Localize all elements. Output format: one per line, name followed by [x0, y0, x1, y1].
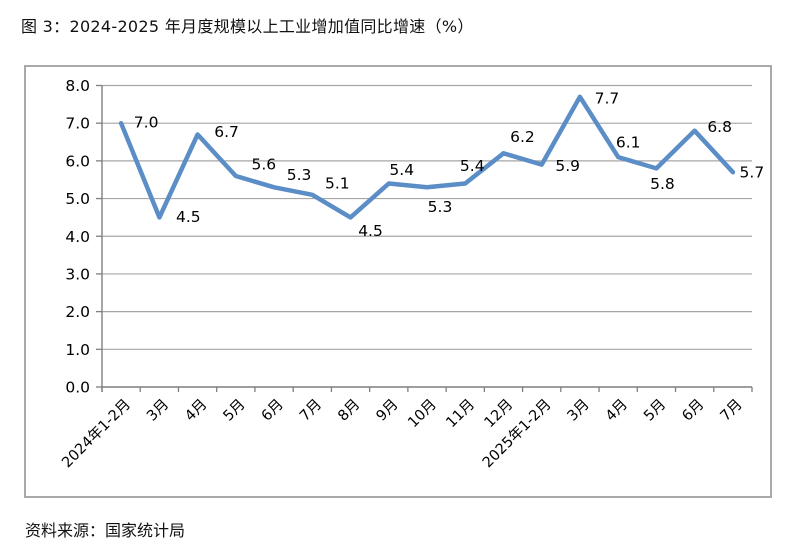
data-labels: 7.0 4.5 6.7 5.6 5.3 5.1 4.5 5.4 5.3 5.4 6.2 5.9 7.7 6… [134, 89, 764, 240]
figure-title: 图 3：2024-2025 年月度规模以上工业增加值同比增速（%） [21, 17, 474, 36]
y-axis-labels: 0.0 1.0 2.0 3.0 4.0 5.0 6.0 7.0 8.0 [65, 77, 90, 397]
data-label: 6.7 [214, 123, 239, 141]
chart-frame: 0.0 1.0 2.0 3.0 4.0 5.0 6.0 7.0 8.0 2024年1-2月 3月 4月… [24, 65, 772, 498]
y-tick-label: 1.0 [65, 341, 90, 359]
data-label: 5.8 [650, 175, 675, 193]
data-label: 5.7 [740, 164, 765, 182]
line-chart: 0.0 1.0 2.0 3.0 4.0 5.0 6.0 7.0 8.0 2024年1-2月 3月 4月… [59, 77, 765, 471]
y-tick-label: 6.0 [65, 152, 90, 170]
axis-ticks [96, 84, 753, 392]
data-label: 5.3 [428, 198, 453, 216]
data-label: 5.4 [460, 157, 485, 175]
x-tick-label: 9月 [373, 397, 401, 425]
x-axis-labels: 2024年1-2月 3月 4月 5月 6月 7月 8月 9月 10月 11月 12月2025年1-2… [59, 396, 746, 471]
data-label: 5.6 [251, 155, 276, 173]
y-tick-label: 8.0 [65, 77, 90, 95]
axes [101, 85, 752, 392]
y-tick-label: 7.0 [65, 115, 90, 133]
x-tick-label: 3月 [565, 397, 593, 425]
y-tick-label: 5.0 [65, 190, 90, 208]
x-tick-label: 8月 [335, 397, 363, 425]
x-tick-label: 2025年1-2月 [479, 396, 554, 471]
x-tick-label: 7月 [297, 397, 325, 425]
data-label: 6.8 [707, 118, 732, 136]
y-tick-label: 4.0 [65, 228, 90, 246]
y-tick-label: 2.0 [65, 303, 90, 321]
data-label: 4.5 [358, 222, 383, 240]
x-tick-label: 5月 [641, 397, 669, 425]
data-label: 4.5 [176, 208, 201, 226]
data-label: 7.0 [134, 114, 159, 132]
data-label: 6.2 [510, 128, 535, 146]
x-tick-label: 7月 [718, 397, 746, 425]
data-label: 5.4 [389, 161, 414, 179]
x-tick-label: 5月 [221, 397, 249, 425]
x-tick-label: 12月 [482, 397, 517, 432]
data-series-line [118, 94, 736, 220]
data-label: 7.7 [595, 89, 620, 107]
x-tick-label: 3月 [144, 397, 172, 425]
x-tick-label: 6月 [679, 397, 707, 425]
x-tick-label: 4月 [182, 397, 210, 425]
data-label: 5.9 [555, 157, 580, 175]
x-tick-label: 4月 [603, 397, 631, 425]
data-label: 5.1 [325, 174, 350, 192]
x-tick-label: 2024年1-2月 [59, 396, 134, 471]
data-label: 5.3 [287, 166, 312, 184]
y-tick-label: 0.0 [65, 379, 90, 397]
x-tick-label: 11月 [443, 397, 478, 432]
x-tick-label: 6月 [259, 397, 287, 425]
gridlines [102, 84, 752, 350]
data-label: 6.1 [616, 134, 641, 152]
x-tick-label: 10月 [405, 397, 440, 432]
source-note: 资料来源：国家统计局 [25, 521, 186, 540]
y-tick-label: 3.0 [65, 265, 90, 283]
